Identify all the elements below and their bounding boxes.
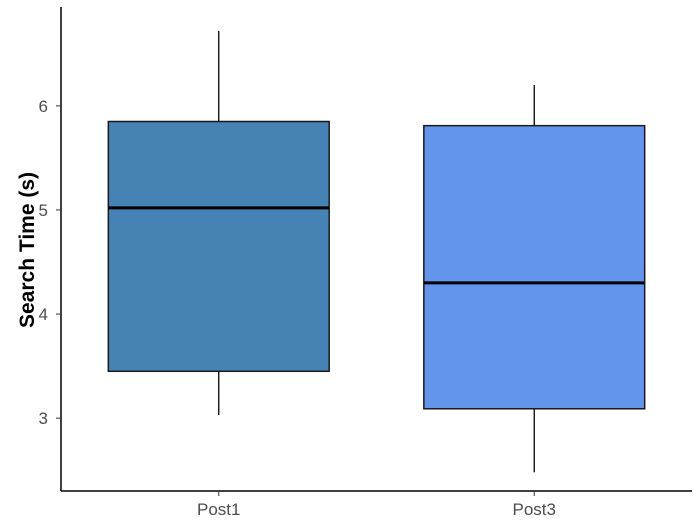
y-tick-label: 3: [39, 409, 48, 428]
x-tick-label: Post1: [197, 500, 240, 519]
x-axis-ticks: Post1 Post3: [197, 491, 556, 519]
box-post1: [107, 30, 330, 416]
y-tick-label: 5: [39, 201, 48, 220]
y-axis-ticks: 3 4 5 6: [39, 97, 61, 428]
y-tick-label: 6: [39, 97, 48, 116]
y-tick-label: 4: [39, 305, 48, 324]
y-axis-title: Search Time (s): [16, 172, 39, 328]
box-body: [423, 124, 646, 410]
box-body: [107, 120, 330, 373]
box-post3: [423, 85, 646, 473]
box-series: [107, 30, 646, 473]
x-tick-label: Post3: [513, 500, 556, 519]
